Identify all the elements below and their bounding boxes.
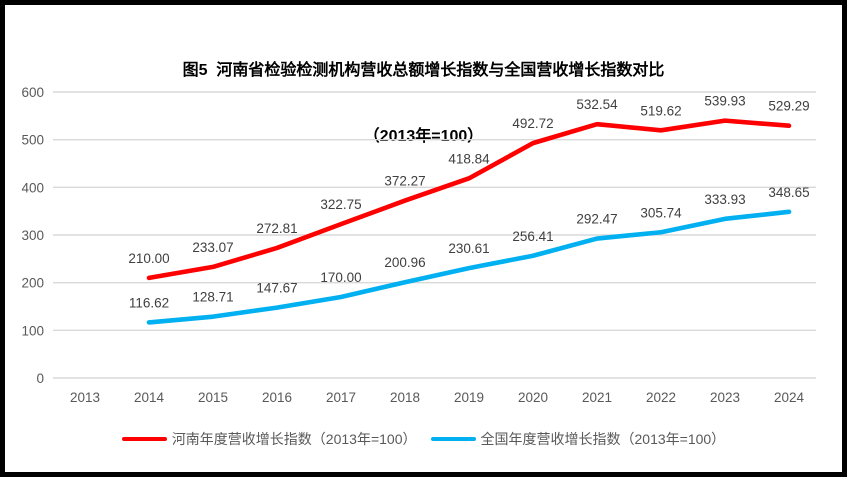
y-axis-tick-label: 400 xyxy=(21,180,44,195)
x-axis-tick-label: 2016 xyxy=(262,390,292,405)
chart-title-line2: （2013年=100） xyxy=(363,128,484,145)
x-axis-tick-label: 2018 xyxy=(390,390,420,405)
data-label: 305.74 xyxy=(640,205,682,220)
data-label: 418.84 xyxy=(448,151,490,166)
data-label: 147.67 xyxy=(256,281,297,296)
x-axis-tick-label: 2022 xyxy=(646,390,676,405)
data-label: 348.65 xyxy=(768,185,809,200)
x-axis-tick-label: 2013 xyxy=(70,390,100,405)
legend: 河南年度营收增长指数（2013年=100） 全国年度营收增长指数（2013年=1… xyxy=(5,429,842,449)
data-label: 333.93 xyxy=(704,192,745,207)
series-line-0 xyxy=(146,118,792,281)
y-axis-tick-label: 600 xyxy=(21,85,44,100)
y-axis-tick-label: 0 xyxy=(36,371,44,386)
chart-title-line1: 图5 河南省检验检测机构营收总额增长指数与全国营收增长指数对比 xyxy=(182,62,665,79)
data-label: 256.41 xyxy=(512,229,553,244)
data-label: 210.00 xyxy=(128,251,169,266)
x-axis-tick-label: 2023 xyxy=(710,390,740,405)
y-axis-tick-label: 500 xyxy=(21,133,44,148)
x-axis-tick-label: 2020 xyxy=(518,390,548,405)
y-axis-tick-label: 200 xyxy=(21,276,44,291)
x-axis-tick-label: 2019 xyxy=(454,390,484,405)
data-label: 272.81 xyxy=(256,221,297,236)
legend-label-henan: 河南年度营收增长指数（2013年=100） xyxy=(171,431,417,447)
legend-swatch-henan xyxy=(121,436,167,442)
legend-label-national: 全国年度营收增长指数（2013年=100） xyxy=(480,431,726,447)
legend-swatch-national xyxy=(430,436,476,442)
data-label: 170.00 xyxy=(320,270,361,285)
x-axis-tick-label: 2014 xyxy=(134,390,165,405)
y-axis-tick-label: 100 xyxy=(21,323,44,338)
series-line-1 xyxy=(146,209,792,325)
data-label: 529.29 xyxy=(768,99,809,114)
data-label: 372.27 xyxy=(384,174,425,189)
data-label: 322.75 xyxy=(320,197,361,212)
data-label: 233.07 xyxy=(192,240,233,255)
legend-item-henan: 河南年度营收增长指数（2013年=100） xyxy=(121,429,417,449)
x-axis-tick-label: 2024 xyxy=(774,390,805,405)
x-axis-tick-label: 2017 xyxy=(326,390,356,405)
data-label: 128.71 xyxy=(192,290,233,305)
data-label: 492.72 xyxy=(512,116,553,131)
data-label: 292.47 xyxy=(576,212,617,227)
x-axis-tick-label: 2015 xyxy=(198,390,228,405)
chart-title: 图5 河南省检验检测机构营收总额增长指数与全国营收增长指数对比 （2013年=1… xyxy=(5,16,842,192)
line-chart-plot-area: 0 100 200 300 400 500 600 2013 2014 2015 2016 2017 2… xyxy=(21,85,816,405)
data-label: 519.62 xyxy=(640,103,681,118)
data-label: 532.54 xyxy=(576,97,618,112)
x-axis-tick-label: 2021 xyxy=(582,390,612,405)
data-label: 116.62 xyxy=(129,295,169,310)
data-label: 230.61 xyxy=(448,241,489,256)
data-label: 200.96 xyxy=(384,255,425,270)
y-axis-tick-label: 300 xyxy=(21,228,44,243)
legend-item-national: 全国年度营收增长指数（2013年=100） xyxy=(430,429,726,449)
data-label: 539.93 xyxy=(704,94,745,109)
